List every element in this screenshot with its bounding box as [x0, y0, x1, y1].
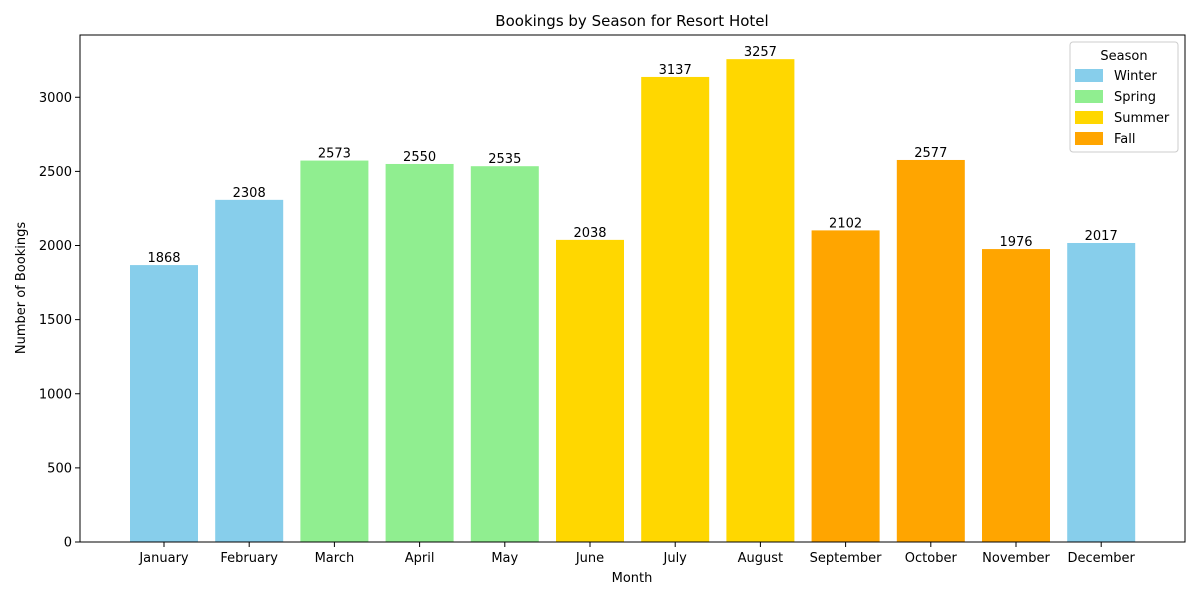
data-label-august: 3257 — [744, 45, 777, 60]
x-tick-label-july: July — [663, 551, 688, 566]
y-tick-label: 1000 — [39, 387, 72, 402]
x-tick-label-april: April — [405, 551, 435, 566]
bar-june — [556, 239, 624, 542]
legend-label-winter: Winter — [1114, 69, 1158, 84]
bar-december — [1067, 242, 1136, 543]
y-tick-label: 0 — [64, 536, 72, 551]
x-tick-label-august: August — [738, 551, 784, 566]
legend-swatch-spring — [1075, 90, 1103, 103]
data-label-april: 2550 — [403, 150, 436, 165]
y-tick-label: 2000 — [39, 239, 72, 254]
legend: Season Winter Spring Summer Fall — [1069, 41, 1179, 153]
bar-july — [641, 76, 710, 542]
data-label-march: 2573 — [318, 147, 351, 162]
x-tick-label-february: February — [220, 551, 278, 566]
data-label-september: 2102 — [829, 216, 862, 231]
legend-swatch-fall — [1075, 132, 1103, 145]
chart-title: Bookings by Season for Resort Hotel — [495, 12, 768, 30]
x-tick-label-june: June — [575, 551, 604, 566]
x-tick-label-november: November — [982, 551, 1050, 566]
y-tick-label: 2500 — [39, 165, 72, 180]
data-labels-layer: 1868 2308 2573 2550 2535 2038 3137 3257 2102 2577… — [147, 45, 1117, 266]
data-label-january: 1868 — [147, 251, 180, 266]
data-label-october: 2577 — [914, 146, 947, 161]
x-tick-label-october: October — [905, 551, 958, 566]
legend-label-spring: Spring — [1114, 90, 1156, 105]
legend-label-fall: Fall — [1114, 132, 1135, 147]
x-axis-label: Month — [612, 571, 653, 586]
bar-may — [470, 166, 539, 542]
plot-frame — [79, 34, 1186, 543]
x-ticks-layer: January February March April May June July Augu… — [138, 542, 1136, 566]
bar-november — [982, 249, 1050, 542]
x-tick-label-january: January — [138, 551, 189, 566]
data-label-july: 3137 — [659, 63, 692, 78]
data-label-june: 2038 — [573, 226, 606, 241]
x-tick-label-march: March — [315, 551, 355, 566]
bars-layer — [130, 59, 1136, 543]
legend-title: Season — [1100, 49, 1147, 64]
legend-label-summer: Summer — [1114, 111, 1170, 126]
bar-march — [300, 160, 369, 542]
bar-august — [726, 59, 795, 542]
y-axis-label: Number of Bookings — [14, 222, 29, 354]
bar-october — [896, 159, 965, 542]
x-tick-label-may: May — [491, 551, 518, 566]
x-tick-label-september: September — [810, 551, 883, 566]
data-label-december: 2017 — [1085, 229, 1118, 244]
y-tick-label: 1500 — [39, 313, 72, 328]
y-tick-label: 3000 — [39, 91, 72, 106]
y-tick-label: 500 — [47, 461, 72, 476]
legend-swatch-summer — [1075, 111, 1103, 124]
data-label-may: 2535 — [488, 152, 521, 167]
data-label-february: 2308 — [233, 186, 266, 201]
data-label-november: 1976 — [999, 235, 1032, 250]
bar-january — [130, 265, 198, 542]
bar-april — [385, 163, 454, 542]
bar-february — [215, 199, 284, 542]
y-ticks-layer: 0 500 1000 1500 2000 2500 3000 — [39, 91, 80, 551]
legend-swatch-winter — [1075, 69, 1103, 82]
legend-entries: Winter Spring Summer Fall — [1075, 69, 1170, 147]
x-tick-label-december: December — [1067, 551, 1135, 566]
bar-september — [811, 230, 880, 542]
